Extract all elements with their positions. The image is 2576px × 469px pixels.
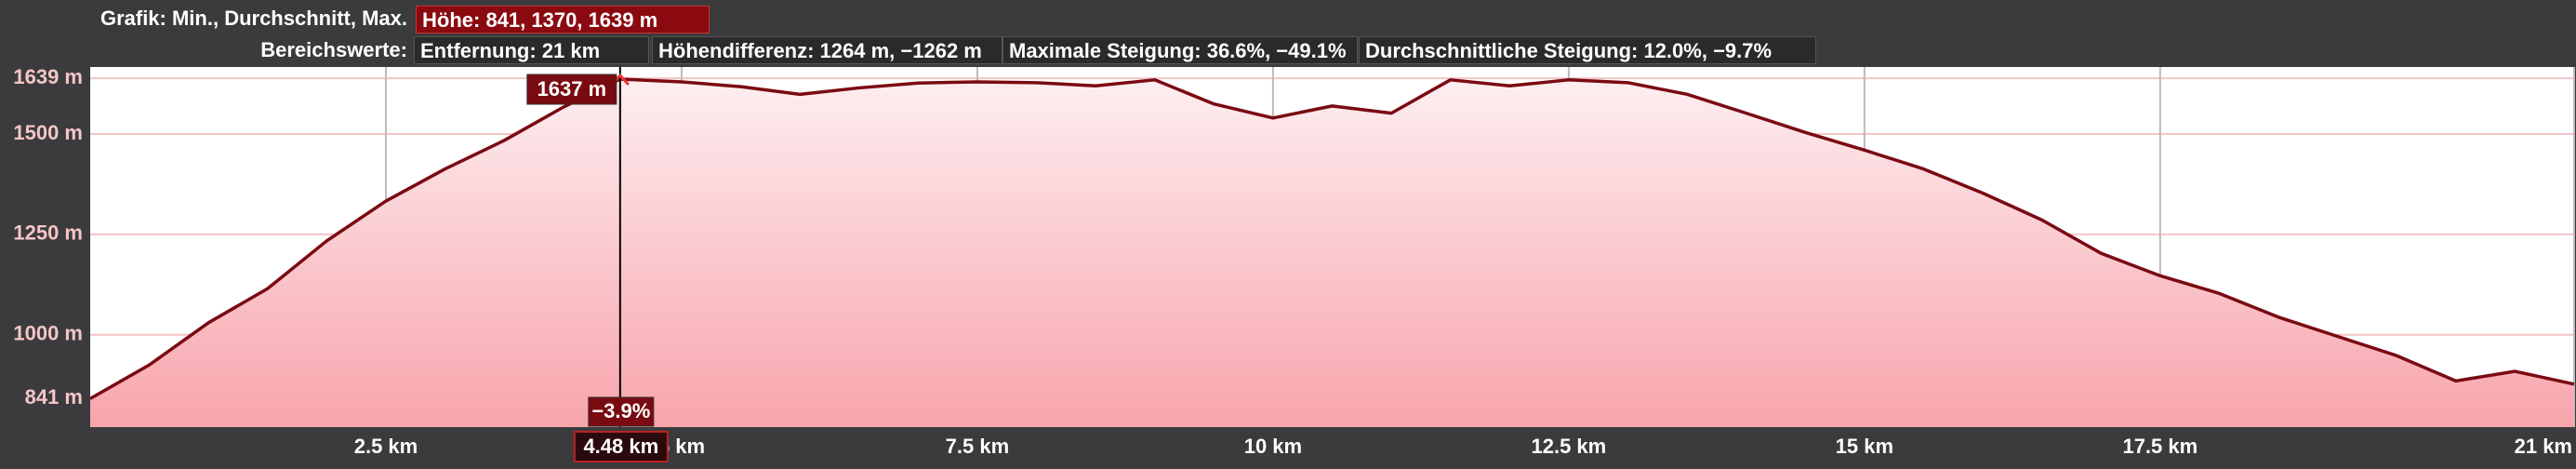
y-tick-label: 1639 m: [13, 65, 83, 88]
x-tick-label: 12.5 km: [1532, 435, 1607, 458]
x-tick-label: 21 km: [2515, 435, 2572, 458]
y-tick-label: 1500 m: [13, 121, 83, 144]
range-item: Entfernung: 21 km: [414, 36, 649, 64]
range-item: Maximale Steigung: 36.6%, −49.1%: [1003, 36, 1358, 64]
cursor-x-box: [573, 431, 669, 462]
y-tick-label: 841 m: [25, 385, 83, 409]
cursor-slope-label: −3.9%: [591, 399, 650, 422]
cursor-x-label: 4.48 km: [583, 435, 658, 458]
x-tick-label: 2.5 km: [354, 435, 418, 458]
y-tick-label: 1250 m: [13, 221, 83, 245]
cursor-slope-box: [588, 396, 655, 427]
elevation-line: [89, 77, 2575, 400]
height-summary: Höhe: 841, 1370, 1639 m: [416, 6, 710, 34]
x-tick-label: 10 km: [1244, 435, 1302, 458]
cursor-value-label: 1637 m: [538, 77, 607, 100]
x-tick-label: 17.5 km: [2122, 435, 2198, 458]
header-title: Grafik: Min., Durchschnitt, Max.: [100, 7, 407, 30]
elevation-area: [90, 78, 2574, 427]
range-label: Bereichswerte:: [260, 38, 407, 61]
x-tick-label: 7.5 km: [946, 435, 1010, 458]
range-item: Durchschnittliche Steigung: 12.0%, −9.7%: [1359, 36, 1816, 64]
y-tick-label: 1000 m: [13, 322, 83, 345]
x-tick-label: 15 km: [1836, 435, 1893, 458]
range-item: Höhendifferenz: 1264 m, −1262 m: [652, 36, 1003, 64]
cursor-value-box: [526, 74, 617, 105]
